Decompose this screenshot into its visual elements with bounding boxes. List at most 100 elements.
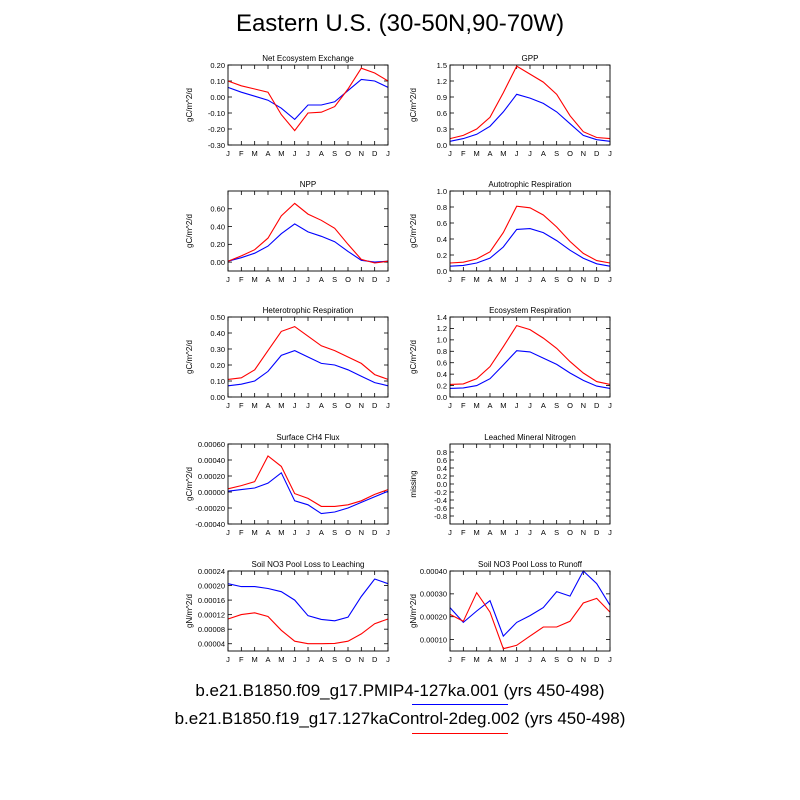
y-tick-label: 0.8	[437, 203, 447, 212]
y-tick-label: 0.3	[437, 125, 447, 134]
x-tick-label: D	[372, 149, 378, 158]
x-tick-label: A	[541, 149, 546, 158]
x-tick-label: J	[306, 528, 310, 537]
y-tick-label: 0.60	[210, 205, 225, 214]
x-tick-label: M	[252, 401, 258, 410]
series-line-1	[227, 471, 389, 515]
plot-frame	[227, 190, 389, 272]
x-tick-label: J	[386, 528, 390, 537]
y-tick-label: 0.00040	[198, 456, 225, 465]
x-tick-label: A	[541, 275, 546, 284]
series-line-2	[227, 202, 389, 264]
y-tick-label: 0.0	[437, 393, 447, 402]
x-tick-label: S	[554, 655, 559, 664]
x-tick-label: M	[474, 275, 480, 284]
x-tick-label: J	[448, 275, 452, 284]
x-tick-label: J	[448, 149, 452, 158]
x-tick-label: D	[594, 401, 600, 410]
y-tick-label: 0.2	[437, 381, 447, 390]
plot-frame	[449, 570, 611, 652]
series-line-2	[227, 455, 389, 507]
x-tick-label: A	[265, 149, 270, 158]
x-tick-label: M	[252, 528, 258, 537]
x-tick-label: S	[554, 275, 559, 284]
x-tick-label: J	[293, 275, 297, 284]
chart-panel-8: Leached Mineral Nitrogenmissing-0.8-0.6-…	[409, 433, 612, 537]
x-tick-label: A	[487, 655, 492, 664]
y-tick-label: -0.30	[208, 141, 225, 150]
x-tick-label: A	[319, 149, 324, 158]
x-tick-label: O	[567, 655, 573, 664]
x-tick-label: S	[554, 401, 559, 410]
plot-frame	[449, 64, 611, 146]
y-tick-label: 0.40	[210, 222, 225, 231]
panel-title: Ecosystem Respiration	[489, 306, 571, 315]
series-line-1	[227, 78, 389, 121]
x-tick-label: A	[541, 528, 546, 537]
legend-line-2	[412, 733, 508, 734]
x-tick-label: A	[487, 401, 492, 410]
y-tick-label: 0.2	[437, 472, 447, 481]
y-tick-label: 0.9	[437, 93, 447, 102]
x-tick-label: J	[306, 275, 310, 284]
x-tick-label: O	[345, 401, 351, 410]
y-axis-label: gC/m^2/d	[185, 340, 194, 374]
x-tick-label: A	[541, 401, 546, 410]
x-tick-label: A	[319, 401, 324, 410]
figure-title: Eastern U.S. (30-50N,90-70W)	[235, 10, 565, 37]
panel-title: Leached Mineral Nitrogen	[484, 433, 576, 442]
x-tick-label: S	[332, 655, 337, 664]
x-tick-label: J	[528, 655, 532, 664]
x-tick-label: M	[500, 401, 506, 410]
x-tick-label: J	[448, 401, 452, 410]
y-tick-label: 0.50	[210, 313, 225, 322]
x-tick-label: J	[528, 401, 532, 410]
y-axis-label: gC/m^2/d	[409, 88, 418, 122]
x-tick-label: A	[319, 528, 324, 537]
chart-panel-1: Net Ecosystem Exchange gC/m^2/d -0.30 -0.20…	[185, 54, 390, 158]
y-tick-label: 1.4	[437, 313, 447, 322]
chart-panel-4: Autotrophic Respiration gC/m^2/d 0.0 0.2 0.4…	[409, 180, 612, 284]
x-tick-label: J	[226, 401, 230, 410]
x-tick-label: M	[500, 655, 506, 664]
plot-frame	[227, 316, 389, 398]
x-tick-label: M	[500, 275, 506, 284]
x-tick-label: D	[594, 528, 600, 537]
x-tick-label: J	[448, 528, 452, 537]
series-line-2	[449, 65, 611, 140]
x-tick-label: O	[567, 149, 573, 158]
chart-panel-9: Soil NO3 Pool Loss to Leaching gN/m^2/d 0.…	[185, 560, 390, 664]
x-tick-label: M	[278, 528, 284, 537]
x-tick-label: D	[372, 275, 378, 284]
x-tick-label: F	[239, 275, 244, 284]
series-line-1	[449, 570, 611, 638]
y-tick-label: 0.00010	[420, 635, 447, 644]
x-tick-label: J	[386, 655, 390, 664]
x-tick-label: N	[359, 275, 364, 284]
y-tick-label: -0.00020	[195, 504, 225, 513]
x-tick-label: M	[278, 149, 284, 158]
x-tick-label: M	[252, 655, 258, 664]
x-tick-label: O	[345, 655, 351, 664]
x-tick-label: J	[608, 149, 612, 158]
plot-frame	[227, 570, 389, 652]
chart-panel-6: Ecosystem Respiration gC/m^2/d 0.0 0.2 0.4 0.…	[409, 306, 612, 410]
plot-frame	[227, 64, 389, 146]
y-tick-label: 0.4	[437, 370, 447, 379]
x-tick-label: S	[554, 528, 559, 537]
x-tick-label: A	[265, 528, 270, 537]
x-tick-label: F	[461, 655, 466, 664]
y-tick-label: 0.30	[210, 345, 225, 354]
x-tick-label: D	[372, 401, 378, 410]
panel-title: Autotrophic Respiration	[488, 180, 571, 189]
x-tick-label: J	[608, 528, 612, 537]
y-tick-label: 0.20	[210, 61, 225, 70]
y-tick-label: 1.5	[437, 61, 447, 70]
x-tick-label: M	[500, 149, 506, 158]
x-tick-label: F	[239, 528, 244, 537]
x-tick-label: F	[461, 401, 466, 410]
x-tick-label: D	[594, 655, 600, 664]
